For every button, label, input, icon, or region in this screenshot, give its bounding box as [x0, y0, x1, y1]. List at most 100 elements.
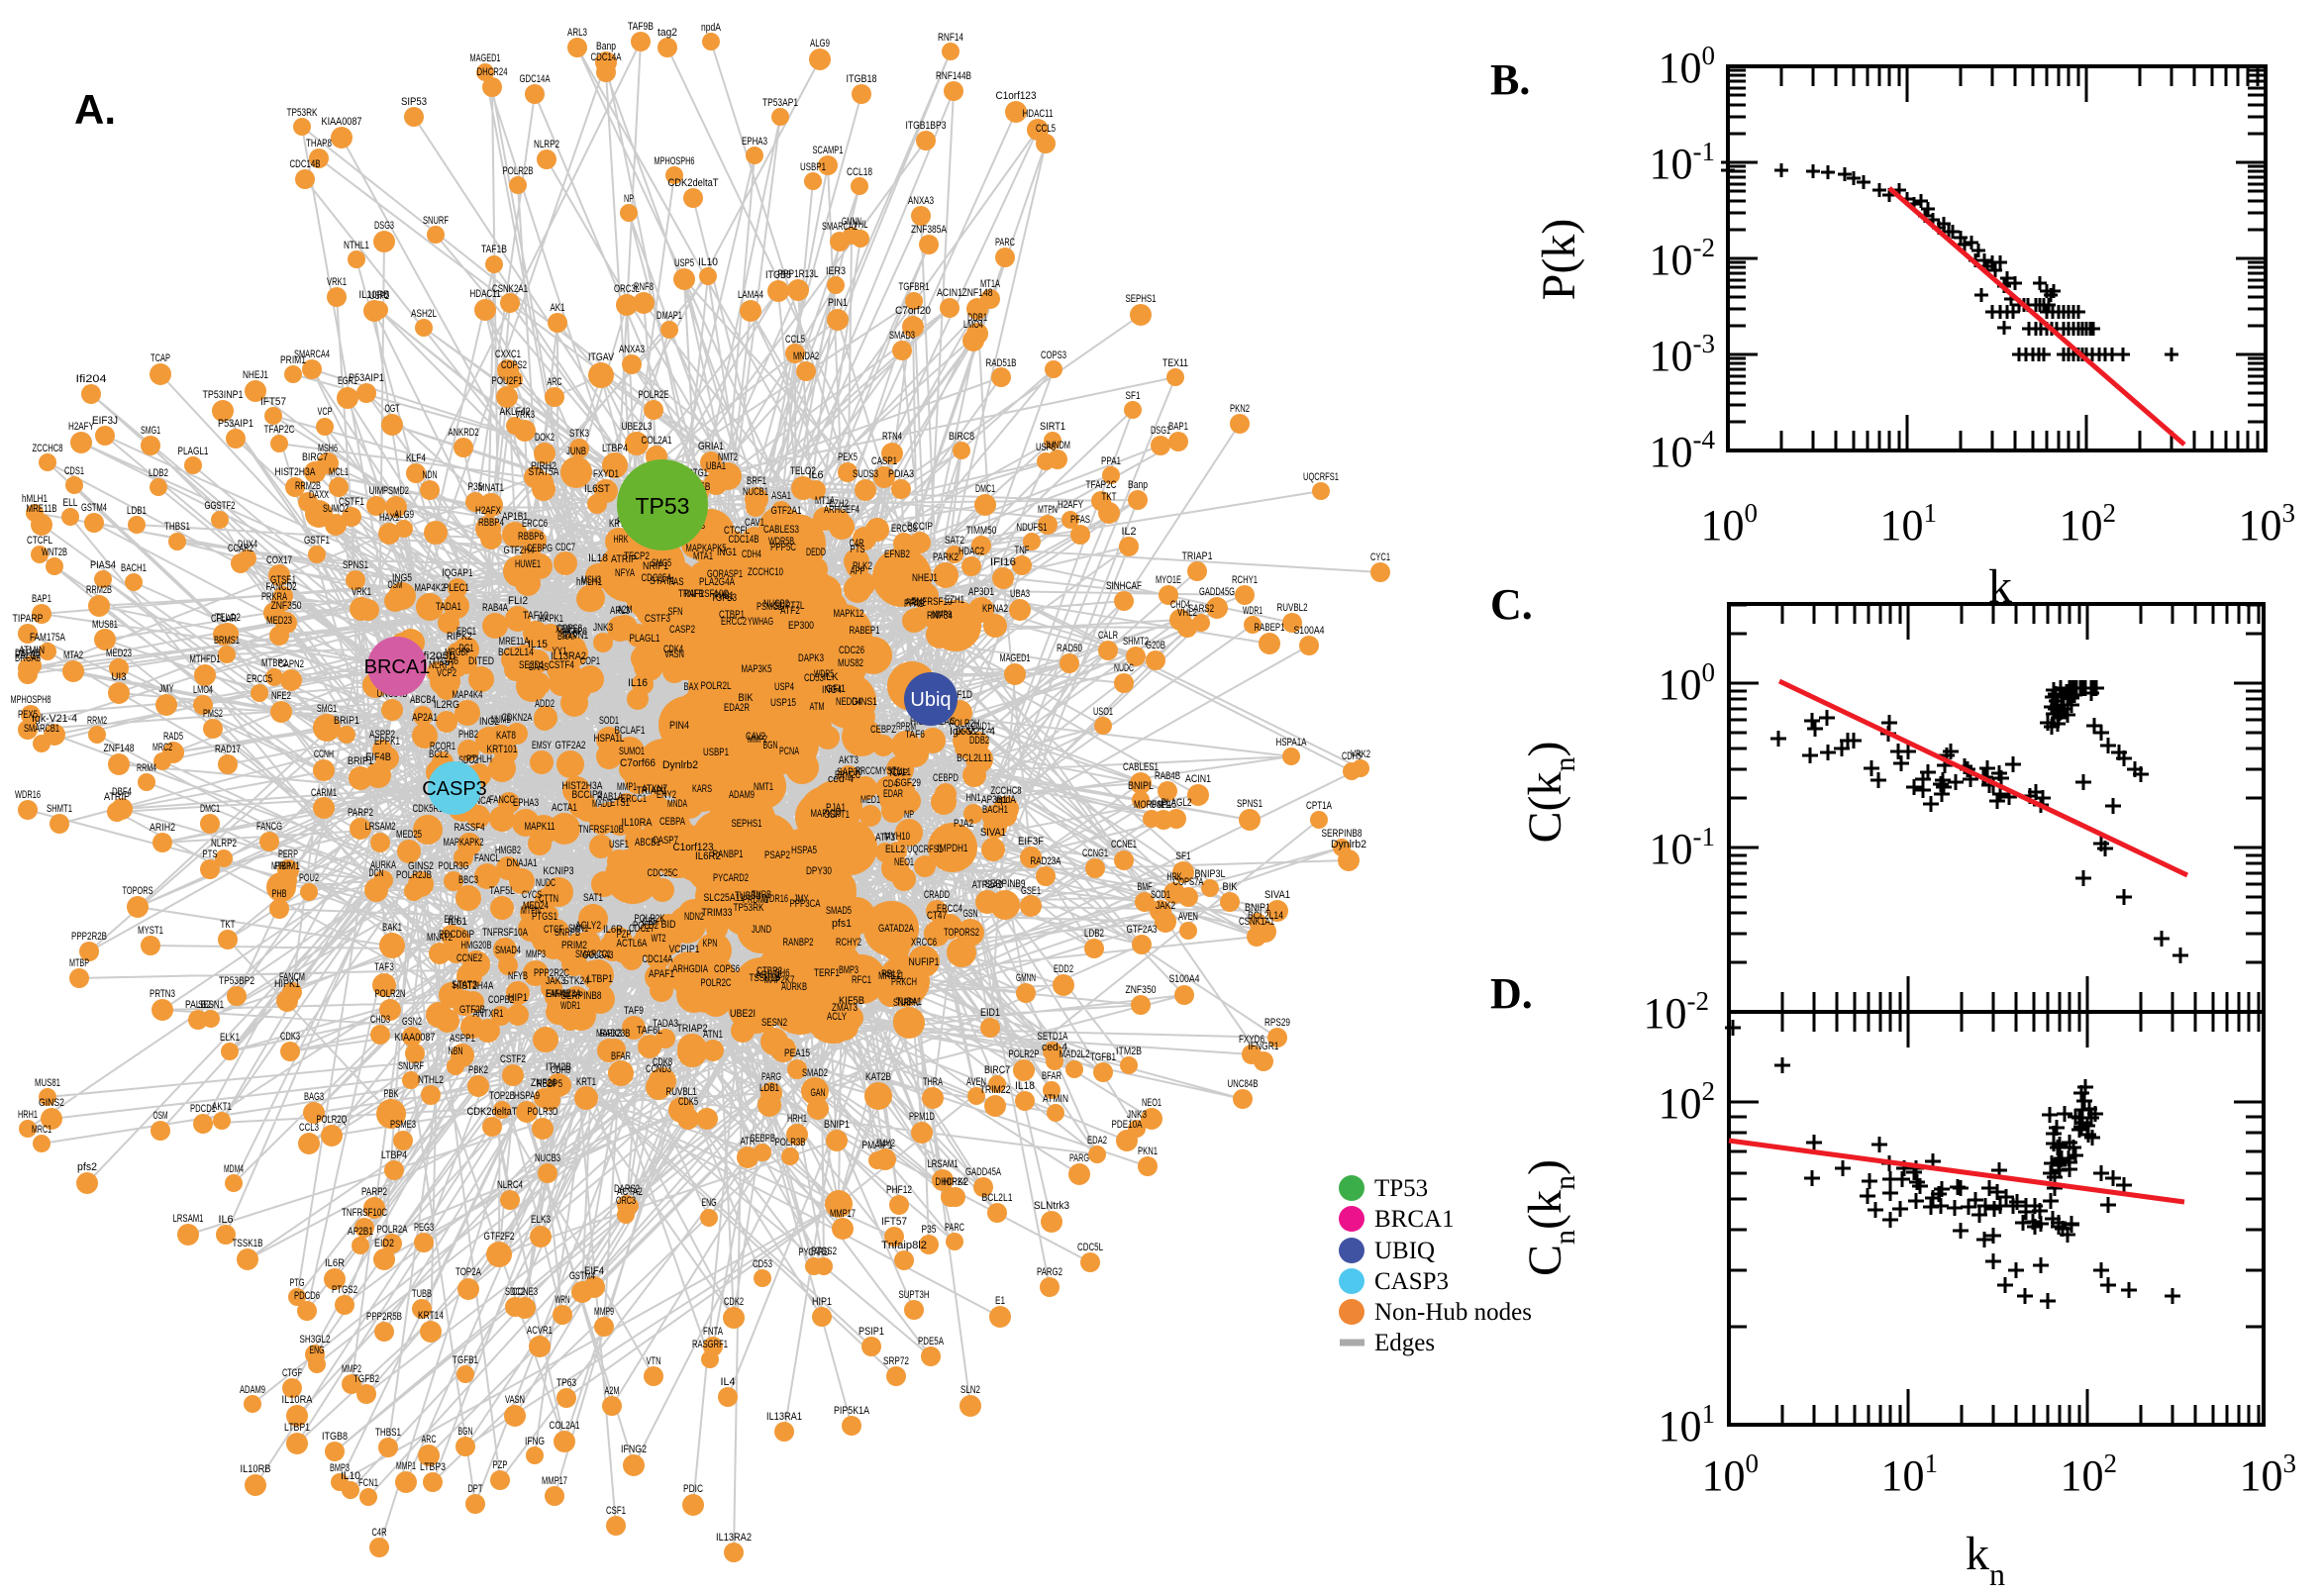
svg-text:IL13RA2: IL13RA2 — [716, 1532, 752, 1544]
svg-text:RRM2: RRM2 — [87, 715, 107, 727]
svg-text:UBE2L3: UBE2L3 — [622, 421, 653, 433]
svg-text:SF1: SF1 — [1176, 850, 1191, 862]
svg-text:KRT1: KRT1 — [576, 1076, 596, 1088]
svg-text:SMG1: SMG1 — [317, 703, 337, 715]
svg-text:NUCB3: NUCB3 — [535, 1152, 560, 1164]
svg-text:hMLH1: hMLH1 — [22, 493, 48, 505]
svg-text:SUMO1: SUMO1 — [619, 746, 645, 757]
svg-text:KPNA2: KPNA2 — [982, 603, 1008, 615]
svg-text:PSMD2: PSMD2 — [383, 485, 409, 497]
svg-text:PEG3: PEG3 — [414, 1222, 434, 1234]
svg-text:RAD17: RAD17 — [215, 744, 241, 755]
svg-text:NUDC: NUDC — [1114, 662, 1134, 674]
svg-text:GTF2H4: GTF2H4 — [504, 545, 535, 556]
svg-text:DCN: DCN — [369, 867, 384, 879]
svg-text:MADD: MADD — [592, 798, 612, 810]
svg-text:GFI1: GFI1 — [826, 683, 846, 695]
svg-text:MMP1: MMP1 — [396, 1460, 416, 1472]
svg-text:BMF: BMF — [1138, 881, 1153, 893]
svg-text:ZNF350: ZNF350 — [271, 600, 302, 612]
svg-text:RAD50: RAD50 — [1057, 643, 1082, 654]
svg-text:WDR16: WDR16 — [15, 789, 41, 801]
svg-text:PYCARD: PYCARD — [799, 1247, 830, 1258]
svg-text:RCHY2: RCHY2 — [836, 937, 861, 948]
svg-text:ERCC4: ERCC4 — [937, 903, 962, 915]
svg-text:STAT5A: STAT5A — [529, 466, 560, 478]
svg-text:YY1: YY1 — [553, 646, 567, 657]
svg-text:KAT8: KAT8 — [496, 730, 516, 742]
svg-text:NFYB: NFYB — [508, 970, 528, 982]
svg-text:DARS: DARS — [529, 661, 549, 673]
svg-text:LMO4: LMO4 — [193, 684, 213, 696]
svg-text:RAD51B: RAD51B — [986, 357, 1017, 369]
svg-text:ACTA1: ACTA1 — [552, 802, 577, 814]
svg-text:NEO1: NEO1 — [1142, 1097, 1162, 1109]
svg-text:IL2RG: IL2RG — [434, 699, 459, 711]
svg-text:PIP5K1A: PIP5K1A — [834, 1405, 870, 1417]
svg-text:POLR2JB: POLR2JB — [396, 869, 432, 881]
svg-text:LRSAM1: LRSAM1 — [173, 1213, 204, 1225]
svg-text:GGSTF2: GGSTF2 — [205, 500, 236, 512]
svg-text:DNAJA1: DNAJA1 — [507, 857, 538, 869]
svg-text:DPY30: DPY30 — [806, 865, 832, 877]
svg-text:ARHGDIA: ARHGDIA — [672, 963, 708, 975]
svg-text:BCL2: BCL2 — [429, 748, 449, 760]
svg-text:CDC14B: CDC14B — [290, 158, 321, 170]
svg-text:GMNN: GMNN — [1016, 972, 1036, 984]
svg-text:IMPDH1: IMPDH1 — [938, 843, 968, 854]
svg-text:CEBPZ: CEBPZ — [870, 724, 896, 736]
svg-text:MAP2K7: MAP2K7 — [764, 974, 795, 986]
svg-text:DBF4: DBF4 — [112, 786, 132, 798]
svg-text:BIK: BIK — [1223, 881, 1239, 893]
svg-text:DBF4B: DBF4B — [15, 648, 41, 659]
svg-text:DPT: DPT — [468, 1483, 483, 1495]
svg-text:ACTA2: ACTA2 — [617, 1186, 643, 1198]
svg-text:PDCD6IP: PDCD6IP — [439, 929, 474, 941]
svg-text:MYST1: MYST1 — [138, 925, 163, 937]
svg-text:ORC3L: ORC3L — [614, 283, 640, 295]
svg-text:CPT1A: CPT1A — [1306, 800, 1332, 812]
svg-text:MED25: MED25 — [396, 829, 422, 841]
svg-text:HRK: HRK — [1167, 871, 1182, 883]
svg-text:MRE11B: MRE11B — [27, 503, 57, 515]
svg-text:HIPK1: HIPK1 — [274, 978, 300, 990]
svg-text:POU2: POU2 — [299, 872, 319, 884]
svg-text:TAF5L: TAF5L — [489, 885, 515, 897]
svg-text:BACH1: BACH1 — [982, 804, 1008, 816]
svg-text:IL61: IL61 — [448, 916, 467, 928]
svg-text:CDH4: CDH4 — [742, 549, 761, 560]
svg-text:103: 103 — [2240, 1448, 2297, 1500]
svg-text:IFNG2: IFNG2 — [621, 1444, 647, 1455]
svg-text:IL10: IL10 — [698, 256, 718, 268]
svg-text:G20B: G20B — [1146, 640, 1165, 651]
svg-text:AP2A1: AP2A1 — [412, 712, 438, 724]
svg-text:PRTN3: PRTN3 — [150, 988, 175, 1000]
svg-text:PPP2R2B: PPP2R2B — [71, 931, 107, 943]
svg-text:ZNF26: ZNF26 — [531, 1077, 556, 1089]
svg-text:ATRIP: ATRIP — [104, 791, 130, 803]
svg-text:SH3GL2: SH3GL2 — [300, 1334, 331, 1346]
svg-text:MPHOSPH6: MPHOSPH6 — [655, 155, 695, 167]
svg-text:Banp: Banp — [596, 41, 616, 52]
svg-text:COPS7A: COPS7A — [1173, 876, 1204, 888]
svg-text:BFAR: BFAR — [611, 1050, 631, 1062]
svg-text:ERCC3: ERCC3 — [891, 523, 917, 535]
svg-text:MYH10: MYH10 — [884, 831, 910, 843]
svg-text:MRC2: MRC2 — [152, 742, 172, 753]
svg-text:BID: BID — [661, 919, 676, 931]
svg-text:GSN: GSN — [963, 908, 978, 920]
svg-text:TRIAP1: TRIAP1 — [637, 785, 667, 797]
svg-text:USF1: USF1 — [609, 839, 629, 850]
svg-text:TNFRSF10C: TNFRSF10C — [342, 1207, 387, 1219]
svg-text:SINHCAF: SINHCAF — [1106, 580, 1142, 592]
svg-text:PTHLH: PTHLH — [466, 753, 492, 765]
svg-text:WDR1: WDR1 — [1243, 605, 1262, 617]
svg-text:SMAD3: SMAD3 — [889, 330, 915, 342]
svg-text:GTF2A2: GTF2A2 — [556, 740, 586, 751]
svg-text:CCAR2: CCAR2 — [228, 543, 253, 554]
svg-text:DSG3: DSG3 — [956, 726, 975, 738]
svg-text:CDC26: CDC26 — [839, 645, 864, 656]
svg-text:TP53RK: TP53RK — [734, 902, 764, 914]
svg-text:SMG5: SMG5 — [652, 557, 671, 569]
svg-text:EDD2: EDD2 — [1054, 963, 1073, 975]
